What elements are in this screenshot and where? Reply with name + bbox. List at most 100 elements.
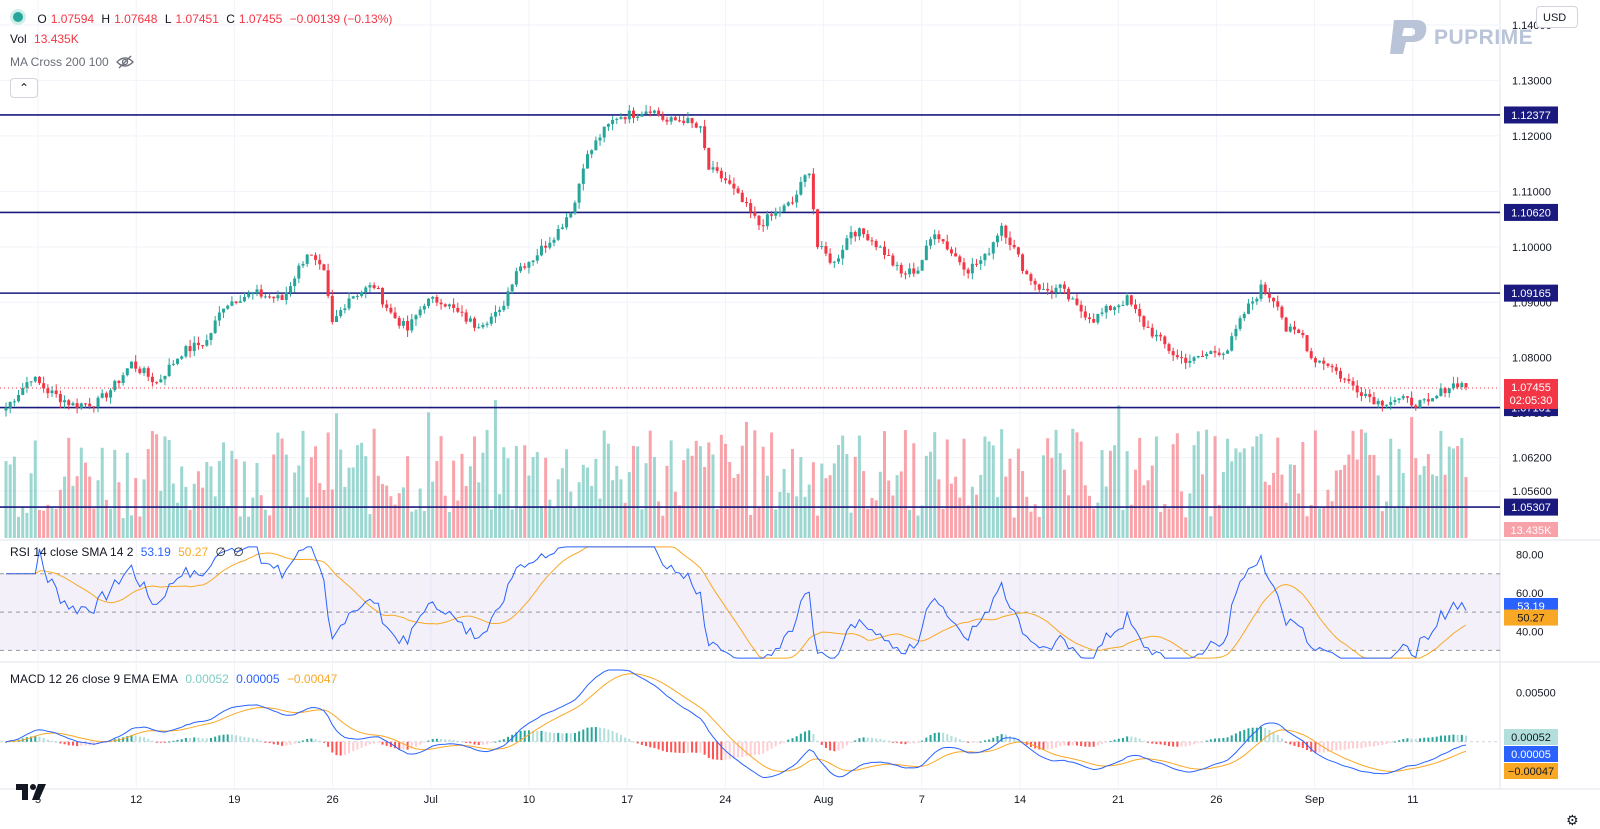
- macd-histogram-bar: [820, 741, 823, 745]
- volume-bar: [1405, 506, 1409, 538]
- time-tick-label: 21: [1112, 794, 1124, 806]
- currency-selector[interactable]: USD: [1536, 6, 1578, 28]
- volume-bar: [393, 504, 397, 538]
- candle-body: [577, 183, 581, 203]
- volume-bar: [276, 432, 280, 538]
- candle-body: [414, 315, 418, 320]
- macd-histogram-bar: [440, 738, 443, 742]
- macd-histogram-bar: [519, 730, 522, 742]
- candle-body: [790, 202, 794, 204]
- volume-bar: [1259, 433, 1263, 538]
- macd-histogram-bar: [640, 741, 643, 745]
- macd-histogram-bar: [46, 739, 49, 742]
- time-tick-label: 17: [621, 794, 633, 806]
- macd-histogram-bar: [151, 740, 154, 742]
- macd-histogram-bar: [678, 741, 681, 753]
- candle-body: [184, 346, 188, 357]
- volume-bar: [146, 449, 150, 538]
- candle-body: [1451, 383, 1455, 389]
- candle-body: [1159, 334, 1163, 337]
- candle-body: [1054, 287, 1058, 293]
- volume-bar: [205, 461, 209, 538]
- volume-bar: [314, 446, 318, 538]
- candle-body: [180, 356, 184, 359]
- price-tick-label: 1.08000: [1512, 353, 1552, 365]
- volume-bar: [908, 509, 912, 538]
- candle-body: [1041, 288, 1045, 290]
- volume-bar: [1100, 450, 1104, 538]
- candle-body: [46, 388, 50, 394]
- volume-bar: [514, 446, 518, 538]
- candle-body: [514, 271, 518, 285]
- volume-bar: [125, 452, 129, 538]
- volume-bar: [468, 466, 472, 538]
- candle-body: [744, 201, 748, 204]
- candle-body: [37, 376, 41, 384]
- price-level-tag: [1504, 203, 1558, 221]
- macd-histogram-bar: [360, 741, 363, 748]
- candle-body: [749, 203, 753, 213]
- volume-bar: [176, 502, 180, 538]
- collapse-legend-button[interactable]: ⌃: [10, 78, 38, 98]
- macd-histogram-bar: [1460, 734, 1463, 742]
- macd-histogram-bar: [1142, 740, 1145, 742]
- volume-bar: [845, 454, 849, 538]
- macd-histogram-bar: [1314, 741, 1317, 753]
- volume-bar: [539, 505, 543, 538]
- macd-legend: MACD 12 26 close 9 EMA EMA 0.00052 0.000…: [10, 672, 341, 686]
- volume-bar: [598, 498, 602, 538]
- macd-histogram-bar: [1347, 741, 1350, 749]
- settings-gear-icon[interactable]: ⚙: [1566, 812, 1579, 828]
- volume-bar: [155, 434, 159, 538]
- volume-bar: [397, 493, 401, 538]
- candle-body: [447, 304, 451, 307]
- rsi-tick-label: 60.00: [1516, 588, 1544, 600]
- candle-body: [715, 167, 719, 171]
- volume-bar: [1410, 417, 1414, 538]
- rsi-pane: [0, 546, 1500, 659]
- macd-histogram-bar: [1297, 741, 1300, 748]
- volume-bar: [58, 489, 62, 538]
- candle-body: [29, 381, 33, 383]
- volume-bar: [1092, 508, 1096, 538]
- volume-bar: [1267, 485, 1271, 538]
- volume-bar: [8, 464, 12, 538]
- open-value: 1.07594: [50, 12, 95, 26]
- candle-body: [58, 394, 62, 403]
- macd-histogram-bar: [950, 735, 953, 742]
- macd-histogram-bar: [632, 741, 635, 743]
- volume-bar: [652, 457, 656, 538]
- macd-histogram-bar: [937, 732, 940, 742]
- candle-body: [301, 263, 305, 266]
- volume-bar: [238, 516, 242, 538]
- volume-bar: [506, 458, 510, 538]
- high-label: H: [101, 12, 111, 26]
- candle-body: [757, 215, 761, 226]
- eye-off-icon[interactable]: [116, 55, 134, 72]
- volume-bar: [1426, 454, 1430, 538]
- macd-histogram-bar: [297, 741, 300, 743]
- macd-histogram-bar: [891, 741, 894, 743]
- ma-cross-legend[interactable]: MA Cross 200 100: [10, 55, 138, 72]
- volume-bar: [343, 486, 347, 538]
- volume-bar: [25, 512, 29, 538]
- volume-bar: [318, 483, 322, 538]
- macd-histogram-bar: [1352, 741, 1355, 749]
- volume-bar: [560, 468, 564, 538]
- candle-body: [88, 403, 92, 407]
- candle-body: [247, 293, 251, 297]
- macd-histogram-bar: [711, 741, 714, 760]
- rsi-tick-label: 40.00: [1516, 626, 1544, 638]
- macd-histogram-bar: [682, 741, 685, 754]
- macd-histogram-bar: [1368, 741, 1371, 747]
- macd-histogram-bar: [97, 741, 100, 744]
- macd-histogram-bar: [1009, 735, 1012, 742]
- candle-body: [284, 292, 288, 300]
- macd-histogram-bar: [699, 741, 702, 753]
- macd-histogram-bar: [1055, 741, 1058, 748]
- macd-histogram-bar: [1335, 741, 1338, 751]
- candle-body: [489, 316, 493, 324]
- macd-histogram-bar: [661, 741, 664, 751]
- macd-histogram-bar: [967, 741, 970, 743]
